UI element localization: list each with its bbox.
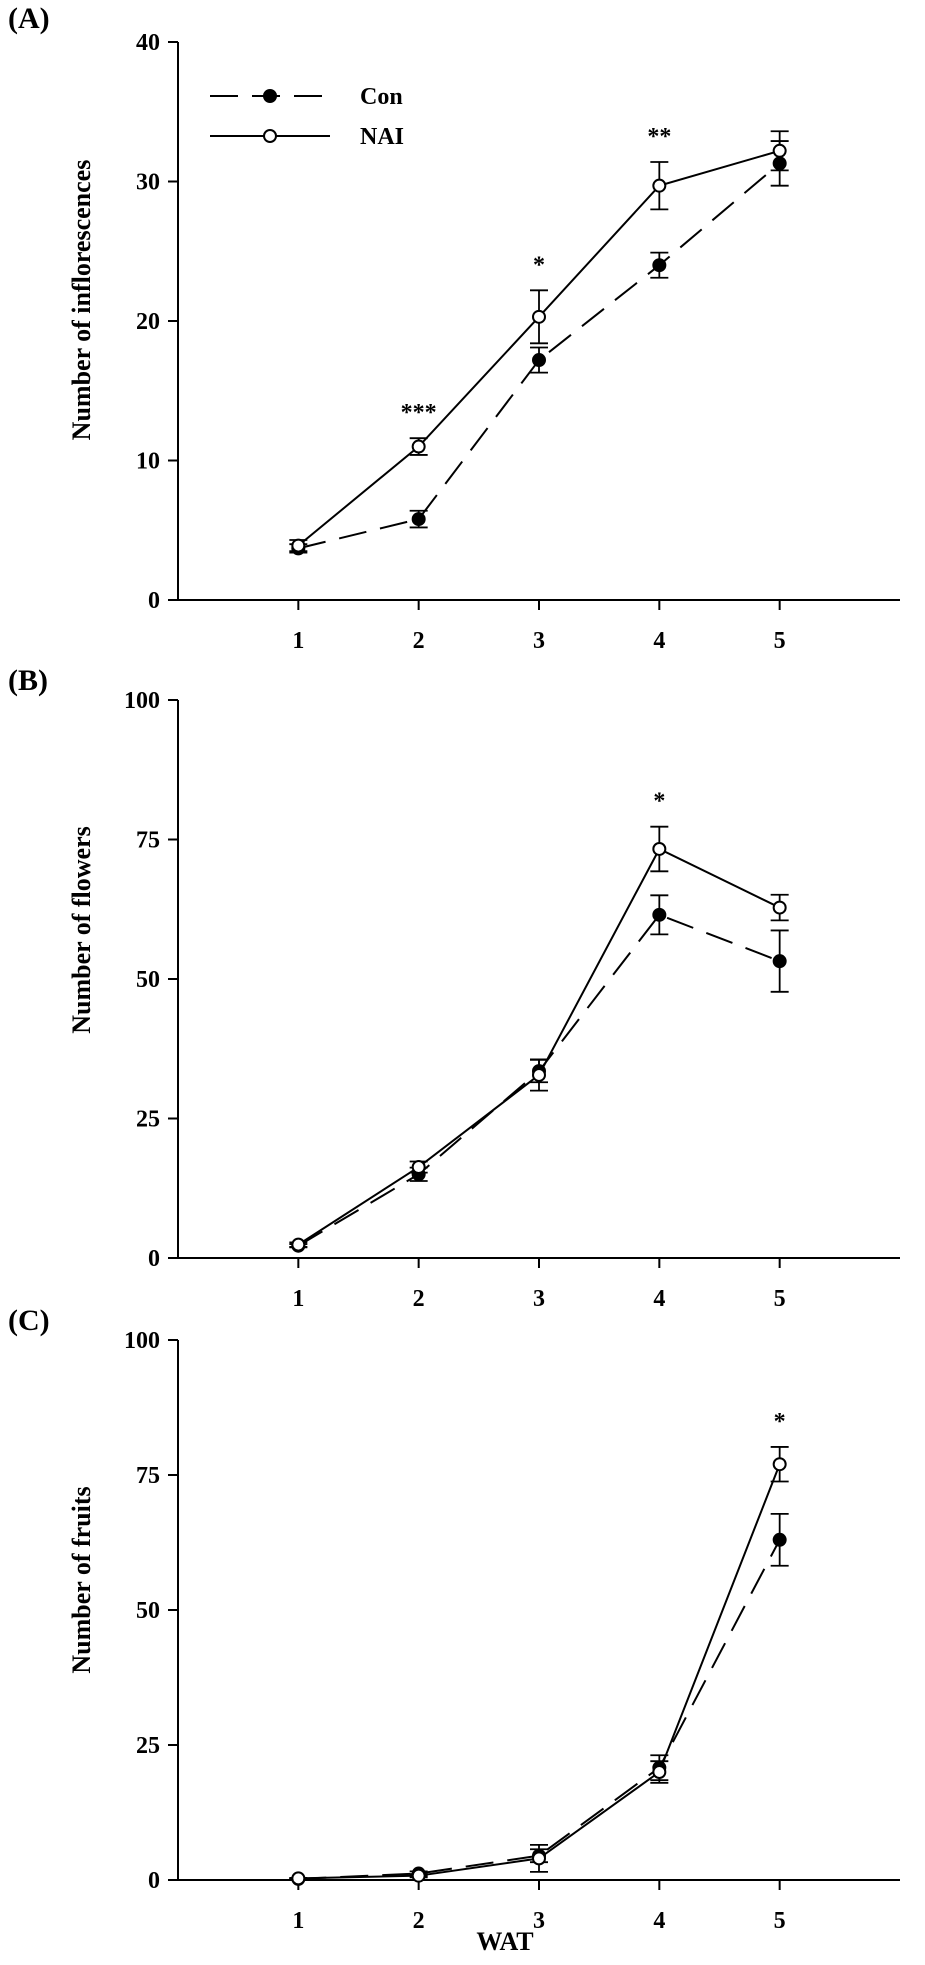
panel-inflorescences: (A) Number of inflorescences Con NAI 0 10… [8,2,900,654]
y-tick-label: 10 [136,449,160,475]
x-tick-label: 5 [774,1908,786,1934]
significance-label: *** [401,400,437,426]
data-point-nai [652,178,667,193]
x-tick-label: 4 [653,1286,665,1312]
legend-con-marker [263,89,277,103]
series-line-con [298,1539,781,1880]
data-point-con [411,512,426,527]
y-tick-label: 0 [148,1246,160,1272]
panel-flowers: (B) Number of flowers 0 25 50 75 100 1 2 3 4 5 * [8,664,900,1312]
series-line-con [298,162,781,550]
significance-label: ** [647,124,671,150]
legend: Con NAI [210,84,404,150]
data-point-nai [291,1237,306,1252]
legend-nai-label: NAI [360,124,404,150]
x-tick-label: 2 [413,628,425,654]
data-point-nai [411,1868,426,1883]
data-point-nai [291,538,306,553]
y-tick-label: 0 [148,1868,160,1894]
x-tick-label: 3 [533,628,545,654]
panel-label-c: (C) [8,1304,50,1337]
data-point-nai [532,309,546,324]
data-point-con [772,1532,787,1547]
panel-fruits: (C) Number of fruits WAT 0 25 50 75 100 1 2 3 4 5… [8,1304,900,1956]
significance-label: * [533,252,545,278]
x-axis-label-c: WAT [476,1927,533,1956]
data-point-nai [772,143,787,158]
y-tick-label: 25 [136,1733,160,1759]
y-tick-label: 50 [136,967,160,993]
x-tick-label: 4 [653,1908,665,1934]
y-tick-label: 100 [124,688,160,714]
data-point-con [532,353,546,368]
y-tick-label: 100 [124,1328,160,1354]
data-point-nai [411,1160,426,1175]
y-tick-label: 30 [136,170,160,196]
x-tick-label: 1 [292,1286,304,1312]
y-tick-label: 75 [136,828,160,854]
data-point-nai [772,1457,787,1472]
data-point-nai [772,900,787,915]
data-point-nai [532,1067,546,1082]
legend-nai-marker [263,129,277,143]
significance-label: * [774,1409,786,1435]
panel-label-b: (B) [8,664,48,697]
x-tick-label: 3 [533,1286,545,1312]
y-tick-label: 40 [136,30,160,56]
significance-label: * [653,789,665,815]
data-point-nai [291,1871,306,1886]
x-tick-label: 5 [774,628,786,654]
x-tick-label: 1 [292,1908,304,1934]
series-line-nai [298,1463,781,1880]
x-tick-label: 4 [653,628,665,654]
x-tick-label: 1 [292,628,304,654]
data-point-nai [652,841,667,856]
x-tick-label: 2 [413,1908,425,1934]
x-tick-label: 5 [774,1286,786,1312]
y-axis-label-b: Number of flowers [67,826,96,1033]
y-tick-label: 0 [148,588,160,614]
series-line-nai [297,847,781,1246]
data-point-nai [532,1851,546,1866]
y-tick-label: 20 [136,309,160,335]
legend-con-label: Con [360,84,403,110]
x-tick-label: 2 [413,1286,425,1312]
y-axis-label-c: Number of fruits [67,1486,96,1673]
data-point-con [772,954,787,969]
data-point-con [652,258,667,273]
y-tick-label: 75 [136,1463,160,1489]
panel-label-a: (A) [8,2,50,35]
data-point-nai [411,439,426,454]
y-tick-label: 25 [136,1107,160,1133]
data-point-con [652,907,667,922]
y-tick-label: 50 [136,1598,160,1624]
data-point-nai [652,1765,667,1779]
x-tick-label: 3 [533,1908,545,1934]
y-axis-label-a: Number of inflorescences [67,160,96,441]
